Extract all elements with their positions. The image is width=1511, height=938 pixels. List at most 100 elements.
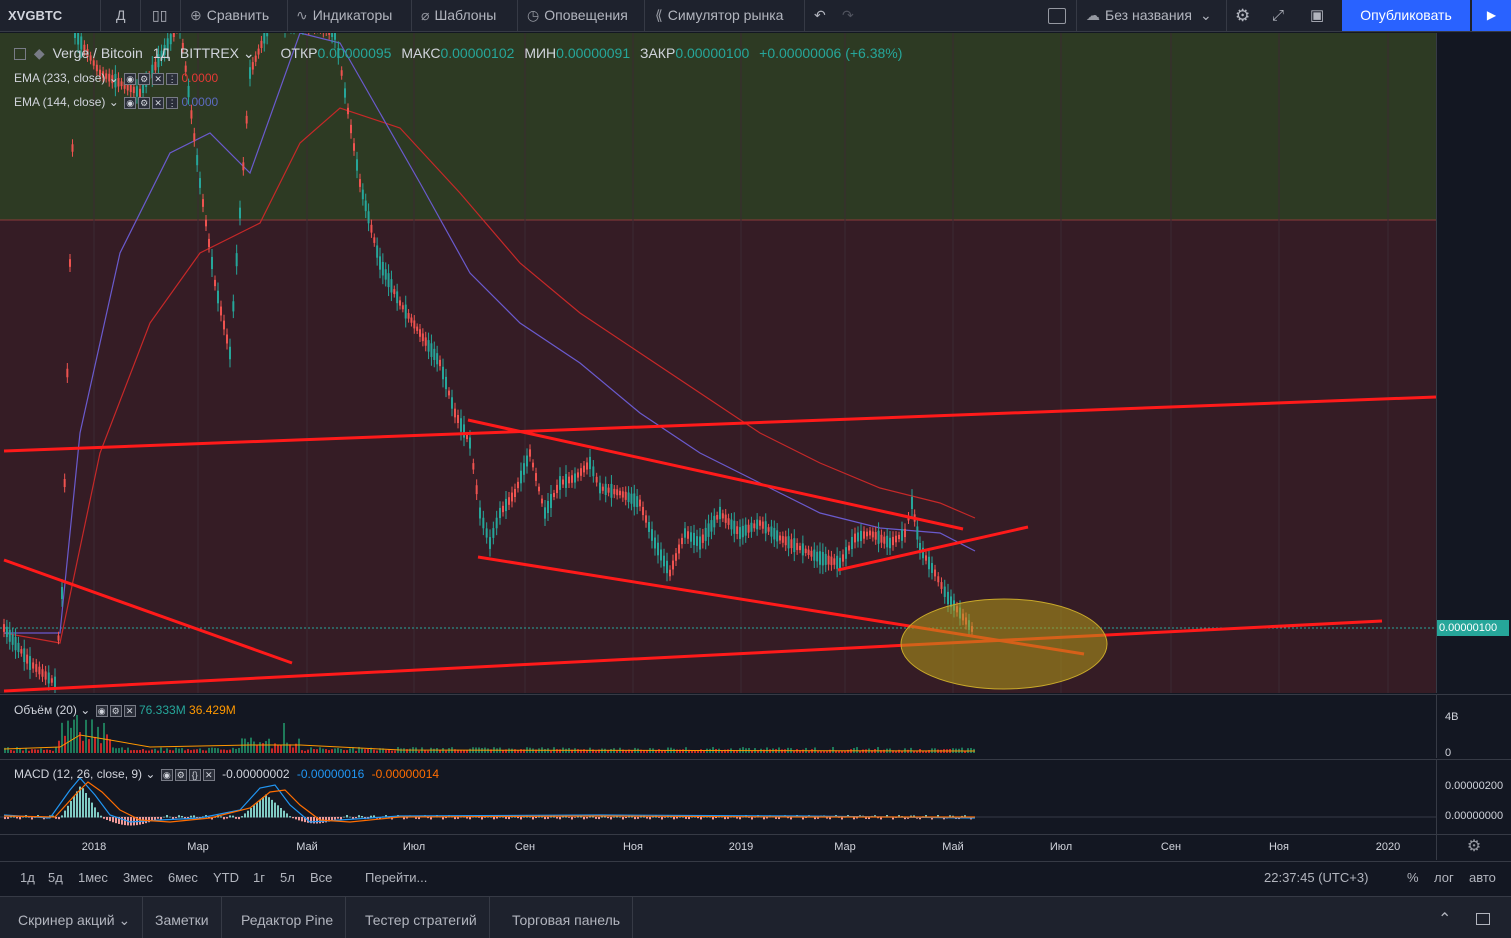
chart-settings-button[interactable]: ⚙ — [1436, 834, 1511, 860]
volume-axis[interactable]: 4B 0 — [1436, 694, 1511, 759]
macd-pane[interactable]: MACD (12, 26, close, 9) ⌄ ◉ ⚙{} ✕ -0.00000… — [0, 759, 1436, 834]
candle-body — [359, 179, 361, 187]
price-axis[interactable]: 0.000006000.000005500.000005000.00000450… — [1436, 33, 1511, 693]
tab-strategy-tester[interactable]: Тестер стратегий — [353, 897, 490, 938]
volume-bar — [169, 749, 171, 753]
volume-bar — [607, 749, 609, 753]
range-button[interactable]: 6мес — [168, 870, 198, 885]
range-button[interactable]: 1д — [20, 870, 35, 885]
candle-body — [442, 366, 444, 380]
settings-button[interactable]: ⚙ — [1235, 0, 1250, 31]
volume-bar — [196, 749, 198, 753]
tab-stock-screener[interactable]: Скринер акций ⌄ — [6, 897, 144, 938]
eye-icon[interactable]: ◉ — [160, 768, 173, 781]
range-button[interactable]: 1г — [253, 870, 265, 885]
percent-toggle[interactable]: % — [1407, 870, 1419, 885]
replay-button[interactable]: ⟪ Симулятор рынка — [655, 0, 783, 31]
candle-body — [217, 290, 219, 304]
main-chart-pane[interactable]: ◆ Verge / Bitcoin 1Д BITTREX ⌄ ОТКР0.000… — [0, 33, 1436, 693]
log-toggle[interactable]: лог — [1434, 870, 1454, 885]
trendline-upper[interactable] — [3, 395, 1436, 453]
candle-body — [472, 463, 475, 470]
redo-button[interactable]: ↷ — [842, 0, 854, 31]
volume-pane[interactable]: Объём (20) ⌄ ◉ ⚙ ✕ 76.333M 36.429M — [0, 694, 1436, 758]
macd-axis[interactable]: 0.00000200 0.00000000 — [1436, 759, 1511, 834]
trendline-2018[interactable] — [3, 558, 293, 665]
macd-legend[interactable]: MACD (12, 26, close, 9) ⌄ ◉ ⚙{} ✕ -0.00000… — [14, 767, 439, 781]
interval-button[interactable]: Д — [116, 7, 126, 23]
candle-body — [485, 528, 488, 538]
layout-name-button[interactable]: ☁ Без названия ⌄ — [1086, 0, 1212, 31]
play-button[interactable]: ▶ — [1472, 0, 1511, 31]
range-button[interactable]: 1мес — [78, 870, 108, 885]
range-button[interactable]: 3мес — [123, 870, 153, 885]
chevron-down-icon[interactable]: ⌄ — [108, 95, 119, 109]
close-icon[interactable]: ✕ — [152, 72, 165, 85]
trendline-support[interactable] — [3, 619, 1383, 693]
collapse-panel-button[interactable]: ⌃ — [1426, 897, 1463, 938]
snapshot-button[interactable]: ▣ — [1310, 0, 1324, 31]
wedge-line[interactable] — [837, 525, 1029, 572]
ema144-legend[interactable]: EMA (144, close) ⌄ ◉ ⚙ ✕ ⋮ 0.0000 — [14, 95, 218, 109]
range-button[interactable]: YTD — [213, 870, 239, 885]
gear-icon[interactable]: ⚙ — [138, 96, 151, 109]
volume-legend[interactable]: Объём (20) ⌄ ◉ ⚙ ✕ 76.333M 36.429M — [14, 703, 236, 717]
layout-toggle-button[interactable] — [1048, 0, 1066, 31]
macd-histogram-bar — [220, 816, 222, 818]
range-button[interactable]: 5д — [48, 870, 63, 885]
highlight-ellipse[interactable] — [900, 598, 1108, 690]
eye-icon[interactable]: ◉ — [95, 704, 108, 717]
volume-bar — [49, 749, 51, 753]
maximize-panel-button[interactable] — [1464, 897, 1502, 938]
channel-top[interactable] — [467, 418, 964, 531]
clock[interactable]: 22:37:45 (UTC+3) — [1264, 870, 1369, 885]
volume-bar — [163, 750, 165, 753]
close-icon[interactable]: ✕ — [123, 704, 136, 717]
legend-toggle-icon[interactable] — [14, 48, 26, 61]
chevron-down-icon[interactable]: ⌄ — [242, 45, 255, 61]
candle-body — [421, 333, 424, 342]
fullscreen-button[interactable]: ⤢ — [1272, 0, 1284, 31]
compare-button[interactable]: ⊕ Сравнить — [190, 0, 269, 31]
gear-icon: ⚙ — [1466, 838, 1482, 855]
chevron-down-icon[interactable]: ⌄ — [80, 703, 91, 717]
volume-bar — [22, 750, 24, 753]
gear-icon[interactable]: ⚙ — [109, 704, 122, 717]
goto-date-button[interactable]: Перейти... — [365, 870, 428, 885]
auto-toggle[interactable]: авто — [1469, 870, 1496, 885]
macd-histogram-bar — [253, 805, 255, 818]
volume-bar — [367, 749, 369, 753]
volume-bar — [361, 748, 363, 753]
undo-button[interactable]: ↶ — [814, 0, 826, 31]
source-icon[interactable]: {} — [188, 768, 201, 781]
price-chart[interactable] — [0, 33, 1436, 693]
indicators-button[interactable]: ∿ Индикаторы — [296, 0, 392, 31]
tab-notes[interactable]: Заметки — [143, 897, 222, 938]
alerts-button[interactable]: ◷ Оповещения — [527, 0, 628, 31]
macd-histogram-bar — [700, 817, 702, 820]
range-button[interactable]: 5л — [280, 870, 295, 885]
templates-button[interactable]: ⌀ Шаблоны — [421, 0, 496, 31]
close-icon[interactable]: ✕ — [202, 768, 215, 781]
publish-button[interactable]: Опубликовать — [1342, 0, 1470, 31]
chevron-down-icon[interactable]: ⌄ — [145, 767, 156, 781]
candle-body — [577, 472, 579, 478]
symbol-search[interactable]: XVGBTC — [8, 8, 63, 23]
range-button[interactable]: Все — [310, 870, 333, 885]
more-icon[interactable]: ⋮ — [166, 96, 179, 109]
candle-body — [842, 554, 844, 562]
volume-bar — [496, 748, 498, 753]
time-axis[interactable]: 2018 Мар Май Июл Сен Ноя 2019 Мар Май Июл Сен Ноя 20… — [0, 834, 1436, 860]
more-icon[interactable]: ⋮ — [166, 72, 179, 85]
eye-icon[interactable]: ◉ — [124, 96, 137, 109]
close-icon[interactable]: ✕ — [152, 96, 165, 109]
gear-icon[interactable]: ⚙ — [174, 768, 187, 781]
tab-trading-panel[interactable]: Торговая панель — [500, 897, 634, 938]
gear-icon[interactable]: ⚙ — [138, 72, 151, 85]
eye-icon[interactable]: ◉ — [124, 72, 137, 85]
volume-bar — [463, 750, 465, 753]
chevron-down-icon[interactable]: ⌄ — [108, 71, 119, 85]
tab-pine-editor[interactable]: Редактор Pine — [229, 897, 347, 938]
chart-type-button[interactable]: ▯▯ — [152, 0, 167, 31]
ema233-legend[interactable]: EMA (233, close) ⌄ ◉ ⚙ ✕ ⋮ 0.0000 — [14, 71, 218, 85]
